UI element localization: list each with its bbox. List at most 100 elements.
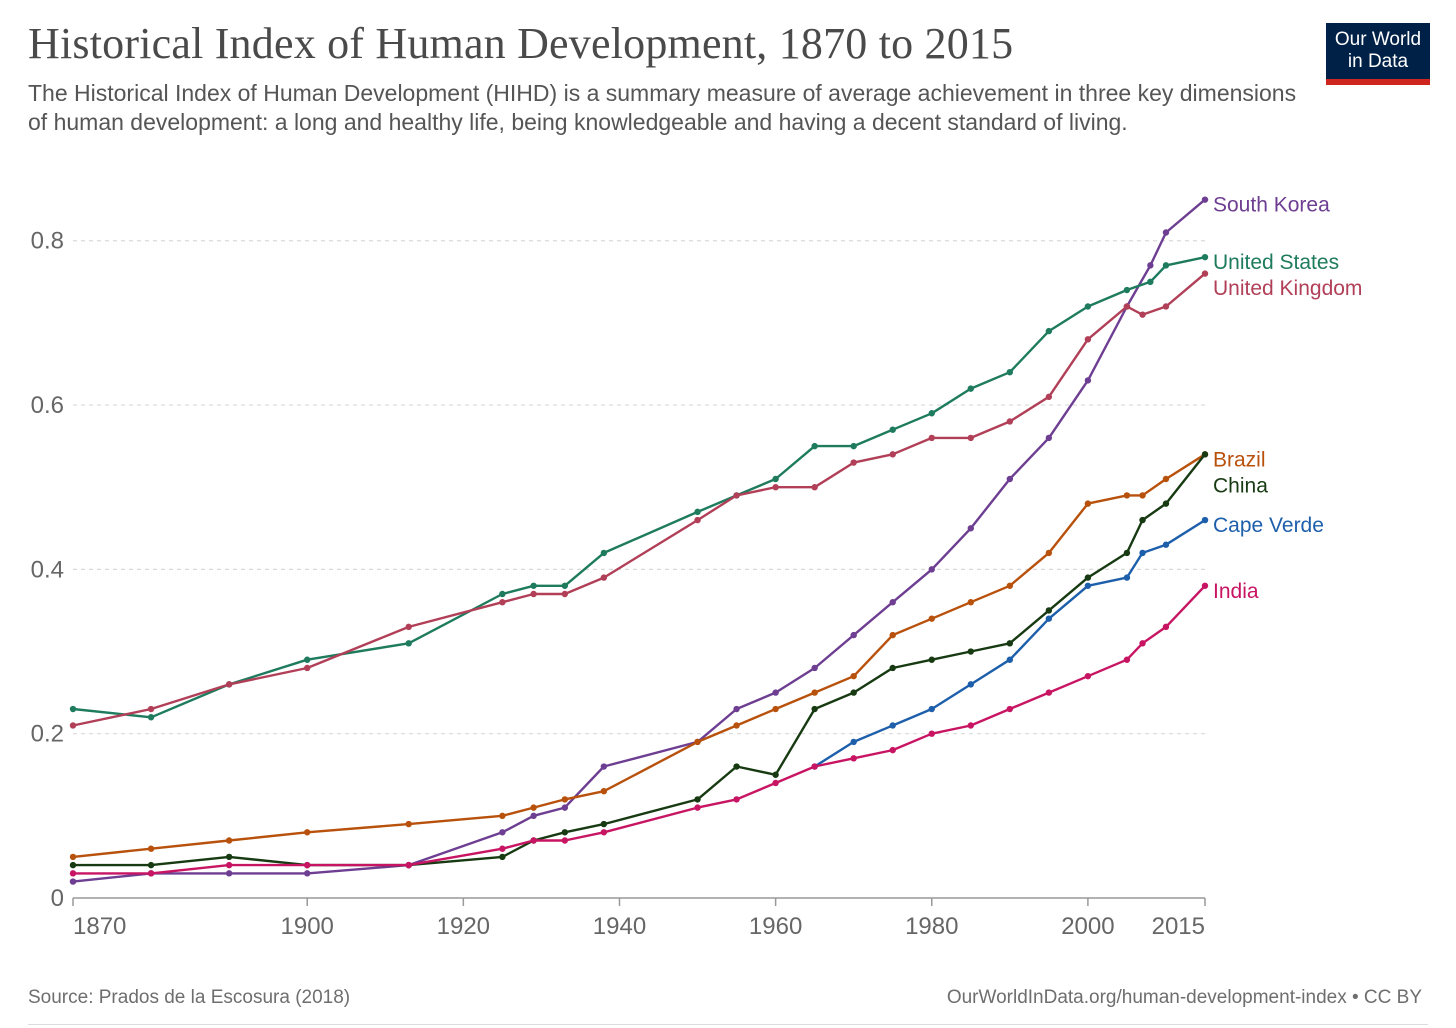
footer-divider [28,1024,1428,1025]
series-line [72,256,1206,719]
data-point [1201,451,1209,458]
data-point [772,779,779,787]
data-point [733,763,740,770]
data-point [530,812,537,820]
data-point [1045,327,1053,335]
data-point [600,574,608,581]
data-point [1139,549,1146,557]
data-point [561,829,569,836]
series-line [72,453,1206,859]
chart-subtitle: The Historical Index of Human Developmen… [28,80,1297,135]
data-point [772,771,779,778]
data-point [850,459,857,466]
logo-line-2: in Data [1347,51,1409,72]
data-point [405,820,412,828]
source-note: Source: Prados de la Escosura (2018) [28,987,351,1008]
data-point [772,689,779,696]
data-point [1162,262,1170,269]
data-point [600,549,608,557]
data-point [850,631,857,639]
data-point [225,681,233,688]
data-point [967,525,974,532]
data-point [1162,303,1170,310]
series-label: United States [1213,251,1339,274]
data-point [1201,196,1209,203]
data-point [69,870,77,877]
y-tick-label: 0 [51,885,64,912]
data-point [1084,582,1092,589]
data-point [733,722,740,729]
license-link[interactable]: OurWorldInData.org/human-development-ind… [946,987,1422,1008]
data-point [499,599,506,606]
data-point [1123,574,1131,581]
data-point [928,615,935,622]
data-point [1006,705,1014,713]
data-point [694,796,701,803]
data-point [69,853,77,861]
data-point [600,787,608,795]
data-point [811,664,818,672]
data-point [1147,262,1154,269]
data-point [850,689,857,696]
data-point [850,738,857,746]
data-point [405,861,412,869]
data-point [772,484,779,491]
data-point [928,705,935,713]
chart-title: Historical Index of Human Development, 1… [28,19,1014,68]
data-point [928,434,935,442]
data-point [304,656,311,663]
data-point [225,861,233,869]
data-point [1123,303,1131,310]
data-point [889,451,896,458]
data-point [600,820,608,828]
data-point [147,870,155,877]
series-line [72,272,1206,727]
data-point [694,508,701,516]
data-point [304,829,311,836]
data-point [1162,475,1170,483]
data-point [1045,689,1053,696]
data-point [889,746,896,754]
data-point [850,672,857,680]
logo-line-1: Our World [1334,29,1422,50]
data-point [561,804,569,811]
data-point [1123,549,1131,557]
data-point [811,763,818,770]
data-point [967,434,974,442]
data-point [530,590,537,598]
x-tick-label: 1980 [905,913,958,940]
series-label: China [1213,474,1268,497]
data-point [1201,582,1209,589]
data-point [405,640,412,647]
series-label: South Korea [1213,194,1330,217]
data-point [561,796,569,803]
axes: 0 0.2 0.4 0.6 0.8 1870 1900 1920 1940 1960 1980 200… [31,228,1206,940]
data-point [1139,311,1146,318]
data-point [1006,475,1014,483]
data-point [1084,574,1092,581]
data-point [1201,270,1209,277]
data-point [147,861,155,869]
data-point [889,631,896,639]
data-point [733,705,740,713]
owid-logo[interactable]: Our World in Data [1326,23,1430,85]
data-point [147,714,155,721]
data-point [530,804,537,811]
series-line [73,453,1206,867]
series-line [814,519,1206,768]
x-tick-label: 1940 [593,913,646,940]
data-point [889,599,896,606]
data-point [561,590,569,598]
data-point [850,755,857,762]
data-point [772,705,779,713]
data-point [928,410,935,417]
data-point [889,426,896,433]
data-point [928,656,935,663]
data-point [225,837,233,844]
data-point [1045,434,1053,442]
data-point [1123,656,1131,663]
data-point [1162,500,1170,507]
data-point [600,763,608,770]
data-point [69,705,77,713]
